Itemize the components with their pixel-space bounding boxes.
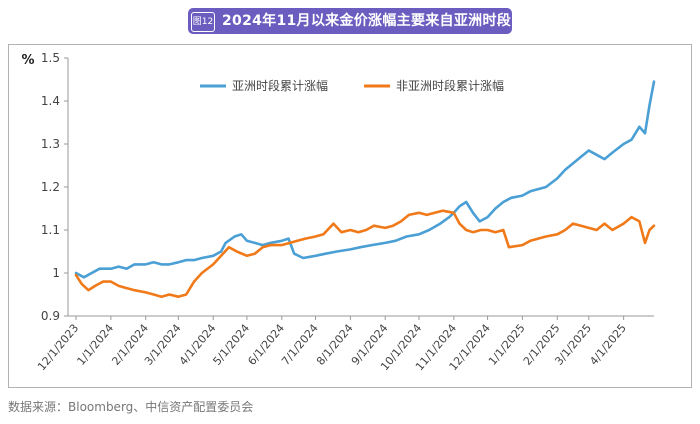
figure-number-tag: 图12 [191, 12, 215, 32]
y-tick-label: 1.3 [41, 137, 60, 151]
chart-frame [8, 44, 692, 388]
y-tick-label: 1.1 [41, 223, 60, 237]
y-tick-label: 1 [52, 266, 60, 280]
series-line-2 [74, 209, 656, 298]
x-tick-label: 4/1/2025 [587, 322, 629, 368]
legend-label-2: 非亚洲时段累计涨幅 [396, 78, 504, 93]
x-tick-label: 12/1/2023 [35, 322, 81, 374]
y-tick-label: 0.9 [41, 309, 60, 323]
chart-legend: 亚洲时段累计涨幅 非亚洲时段累计涨幅 [200, 78, 504, 93]
legend-label-1: 亚洲时段累计涨幅 [232, 78, 328, 93]
y-tick-label: 1.2 [41, 180, 60, 194]
chart-series [74, 80, 656, 298]
y-tick-label: 1.5 [41, 51, 60, 65]
chart-title: 2024年11月以来金价涨幅主要来自亚洲时段 [222, 13, 512, 29]
chart-title-banner: 图12 2024年11月以来金价涨幅主要来自亚洲时段 [188, 8, 512, 34]
y-tick-label: 1.4 [41, 94, 60, 108]
chart-axes: %0.911.11.21.31.41.512/1/20231/1/20242/1… [21, 51, 654, 373]
y-axis-label: % [21, 53, 34, 68]
data-source-note: 数据来源：Bloomberg、中信资产配置委员会 [8, 400, 254, 414]
series-line-1 [74, 80, 656, 279]
